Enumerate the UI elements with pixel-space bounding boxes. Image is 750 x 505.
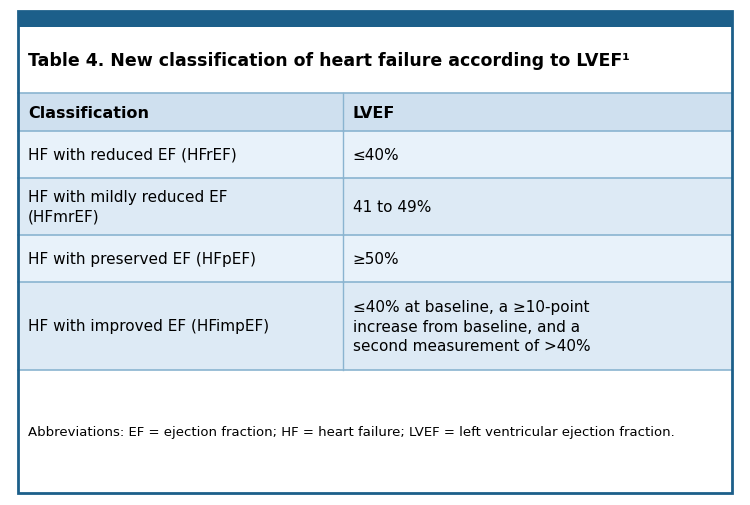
Text: HF with reduced EF (HFrEF): HF with reduced EF (HFrEF)	[28, 147, 237, 163]
Bar	[18, 179, 732, 235]
Bar	[18, 12, 732, 28]
Bar	[18, 28, 732, 94]
Text: Classification: Classification	[28, 105, 149, 120]
Text: ≤40% at baseline, a ≥10-point
increase from baseline, and a
second measurement o: ≤40% at baseline, a ≥10-point increase f…	[352, 299, 590, 354]
Bar	[18, 132, 732, 179]
Text: HF with preserved EF (HFpEF): HF with preserved EF (HFpEF)	[28, 251, 256, 267]
Text: ≤40%: ≤40%	[352, 147, 400, 163]
Text: Table 4. New classification of heart failure according to LVEF¹: Table 4. New classification of heart fai…	[28, 52, 630, 70]
Bar	[18, 370, 732, 493]
Bar	[18, 282, 732, 370]
Text: 41 to 49%: 41 to 49%	[352, 199, 431, 215]
Text: HF with improved EF (HFimpEF): HF with improved EF (HFimpEF)	[28, 319, 269, 334]
Text: ≥50%: ≥50%	[352, 251, 400, 267]
Bar	[18, 94, 732, 132]
Bar	[18, 235, 732, 282]
Text: HF with mildly reduced EF
(HFmrEF): HF with mildly reduced EF (HFmrEF)	[28, 190, 227, 224]
Text: Abbreviations: EF = ejection fraction; HF = heart failure; LVEF = left ventricul: Abbreviations: EF = ejection fraction; H…	[28, 425, 675, 438]
Text: LVEF: LVEF	[352, 105, 395, 120]
